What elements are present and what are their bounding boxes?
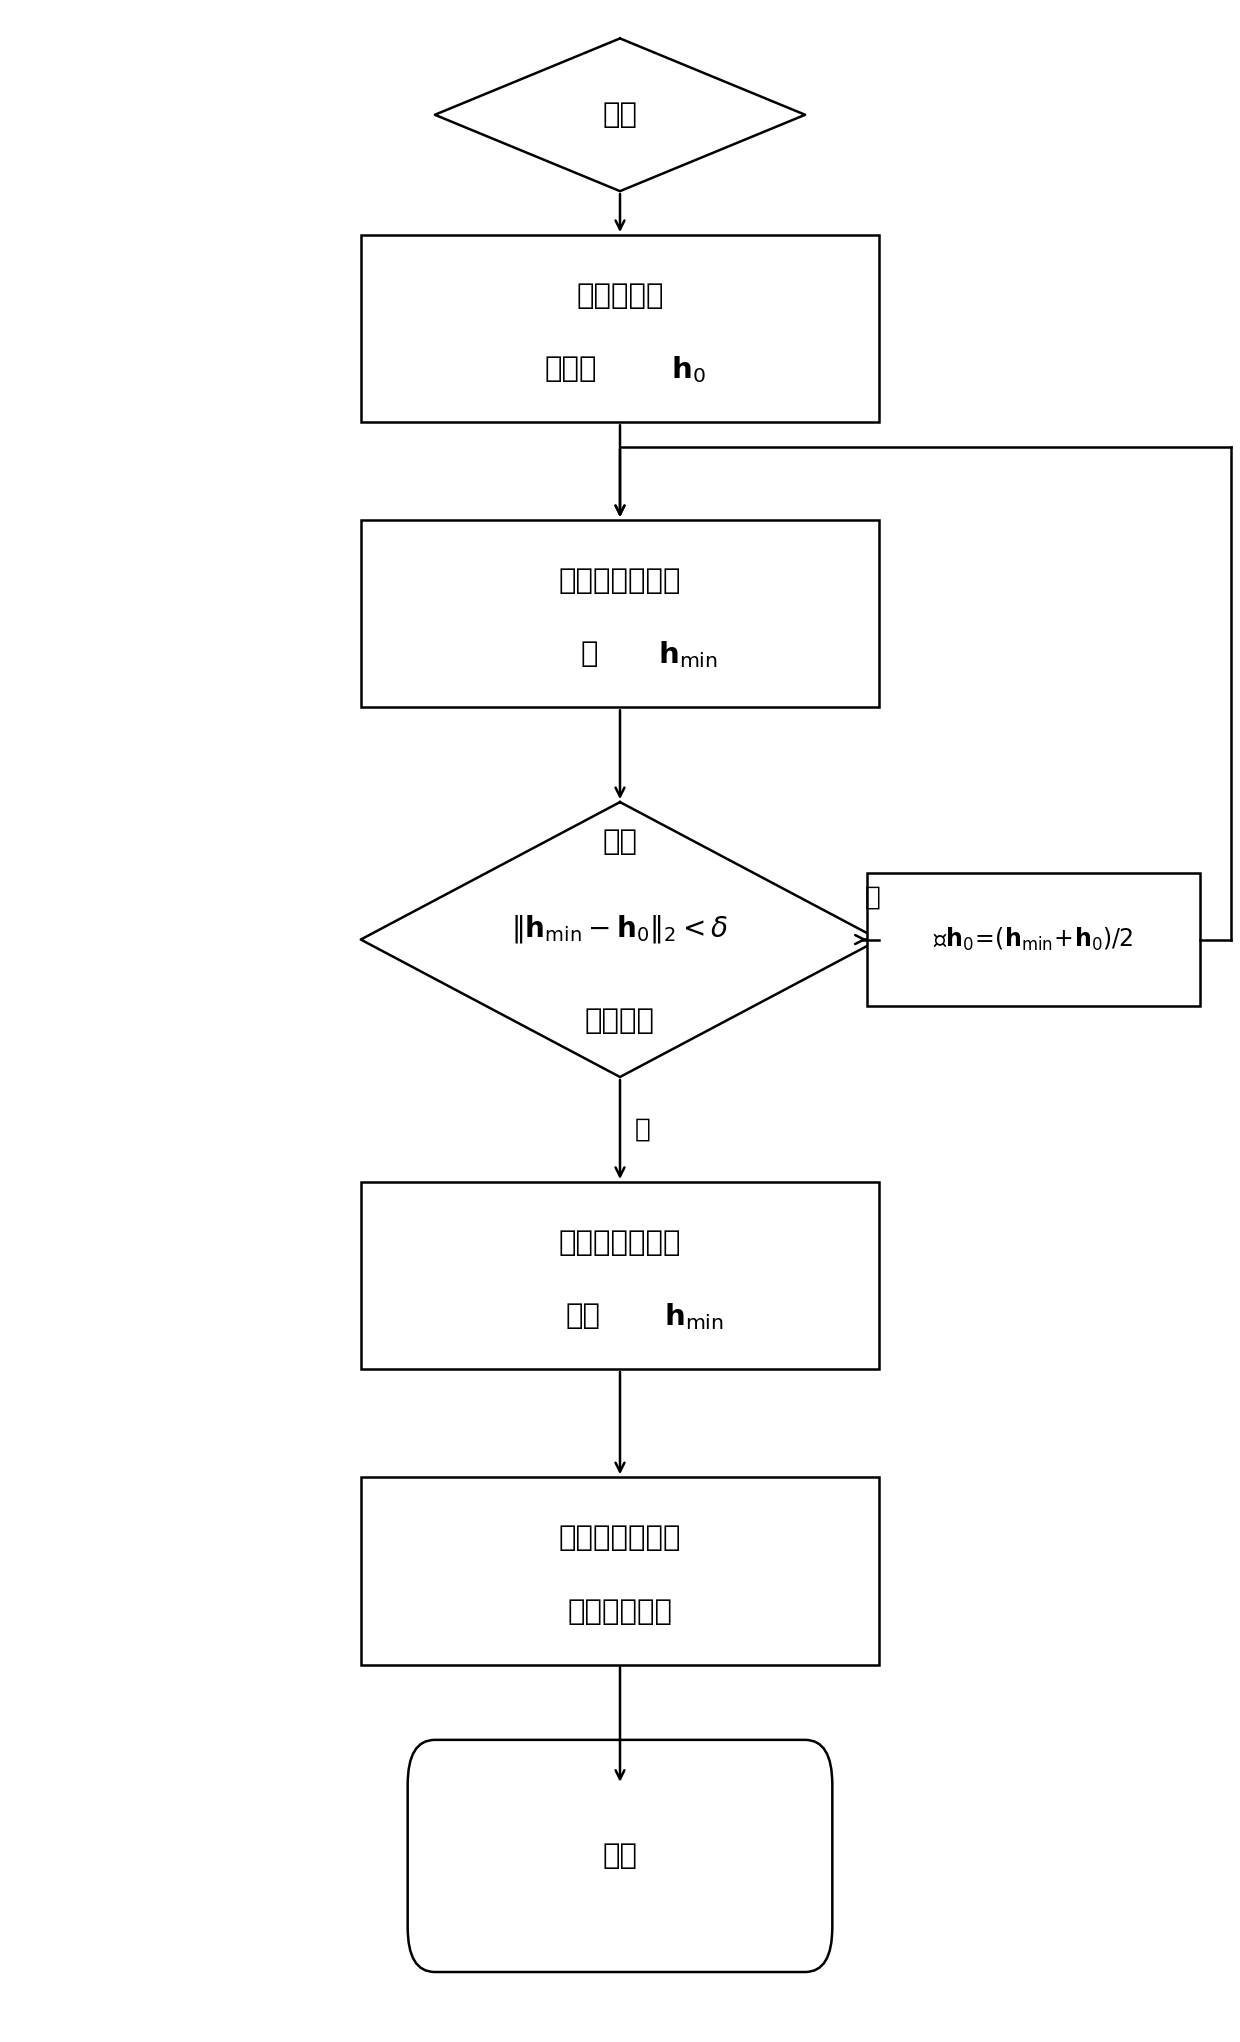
Text: 判断: 判断: [603, 827, 637, 856]
Text: 否: 否: [866, 884, 880, 911]
Polygon shape: [435, 39, 805, 192]
Bar: [361, 1182, 879, 1370]
Text: $\|\mathbf{h}_{\mathrm{min}}-\mathbf{h}_0\|_2 < \delta$: $\|\mathbf{h}_{\mathrm{min}}-\mathbf{h}_…: [511, 913, 729, 945]
Text: 是否成立: 是否成立: [585, 1007, 655, 1035]
Text: 优化目标函数得: 优化目标函数得: [559, 568, 681, 594]
Text: 令$\mathbf{h}_0\!=\!(\mathbf{h}_{\mathrm{min}}\!+\!\mathbf{h}_0)/2$: 令$\mathbf{h}_0\!=\!(\mathbf{h}_{\mathrm{…: [934, 925, 1133, 954]
Text: 得到最优原型滤: 得到最优原型滤: [559, 1229, 681, 1258]
Text: 结束: 结束: [603, 1842, 637, 1870]
Text: 是: 是: [635, 1117, 651, 1141]
Bar: [361, 235, 879, 423]
Text: 滤波器: 滤波器: [544, 355, 596, 384]
Text: $\mathbf{h}_0$: $\mathbf{h}_0$: [671, 353, 706, 384]
Bar: [361, 1476, 879, 1664]
Polygon shape: [361, 803, 879, 1076]
Text: 均匀滤波器组: 均匀滤波器组: [568, 1597, 672, 1625]
Bar: [867, 874, 1200, 1007]
Text: 到: 到: [580, 641, 598, 668]
Text: 波器: 波器: [565, 1303, 600, 1329]
FancyBboxPatch shape: [408, 1740, 832, 1973]
Text: $\mathbf{h}_{\mathrm{min}}$: $\mathbf{h}_{\mathrm{min}}$: [658, 639, 718, 670]
Text: 调制得到整个非: 调制得到整个非: [559, 1523, 681, 1552]
Bar: [361, 521, 879, 707]
Text: 开始: 开始: [603, 100, 637, 129]
Text: 初始化原型: 初始化原型: [577, 282, 663, 310]
Text: $\mathbf{h}_{\mathrm{min}}$: $\mathbf{h}_{\mathrm{min}}$: [665, 1301, 724, 1331]
